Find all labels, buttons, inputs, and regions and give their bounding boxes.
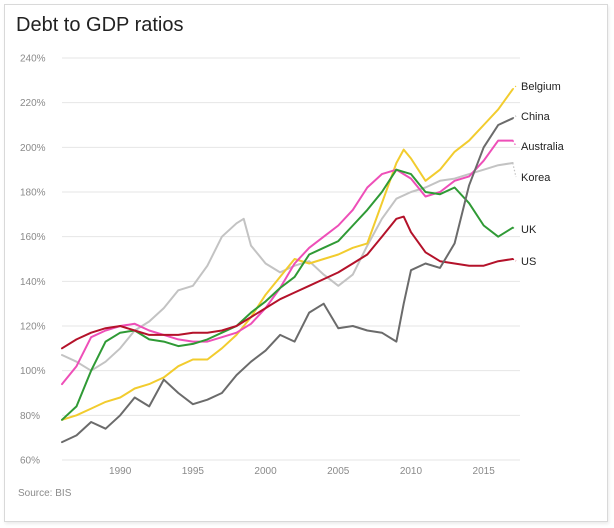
x-tick-label: 1995 bbox=[182, 466, 205, 477]
chart-title: Debt to GDP ratios bbox=[16, 14, 184, 36]
y-tick-label: 180% bbox=[20, 188, 46, 199]
series-line-korea bbox=[61, 162, 514, 372]
y-tick-label: 140% bbox=[20, 277, 46, 288]
y-tick-label: 220% bbox=[20, 98, 46, 109]
y-tick-label: 200% bbox=[20, 143, 46, 154]
y-tick-label: 160% bbox=[20, 232, 46, 243]
y-axis-ticks: 60% 80% 100% 120% 140% 160% 180% 200% 220% 240% bbox=[20, 54, 46, 467]
series-label-us: US bbox=[521, 256, 536, 268]
leader-korea bbox=[512, 162, 517, 178]
y-tick-label: 120% bbox=[20, 322, 46, 333]
series-label-china: China bbox=[521, 111, 551, 123]
series-line-china bbox=[61, 117, 514, 444]
y-tick-label: 80% bbox=[20, 411, 40, 422]
y-tick-label: 60% bbox=[20, 456, 40, 467]
x-tick-label: 2015 bbox=[473, 466, 496, 477]
leader-us bbox=[512, 258, 517, 262]
leader-australia bbox=[512, 140, 517, 147]
series-label-belgium: Belgium bbox=[521, 81, 561, 93]
series-label-uk: UK bbox=[521, 224, 537, 236]
y-tick-label: 100% bbox=[20, 366, 46, 377]
grid bbox=[62, 57, 520, 461]
x-axis-ticks: 1990 1995 2000 2005 2010 2015 bbox=[109, 466, 495, 477]
series-lines bbox=[61, 88, 514, 444]
x-tick-label: 2000 bbox=[254, 466, 277, 477]
series-line-australia bbox=[61, 139, 514, 386]
series-label-australia: Australia bbox=[521, 141, 565, 153]
series-line-us bbox=[61, 215, 514, 350]
series-labels: Belgium China Australia Korea UK US bbox=[512, 81, 565, 268]
x-tick-label: 2010 bbox=[400, 466, 423, 477]
series-line-belgium bbox=[61, 88, 514, 421]
x-tick-label: 2005 bbox=[327, 466, 350, 477]
leader-belgium bbox=[512, 85, 517, 90]
series-label-korea: Korea bbox=[521, 172, 551, 184]
leader-uk bbox=[512, 227, 517, 230]
x-tick-label: 1990 bbox=[109, 466, 132, 477]
leader-china bbox=[512, 115, 517, 119]
source-note: Source: BIS bbox=[18, 488, 72, 499]
y-tick-label: 240% bbox=[20, 54, 46, 65]
